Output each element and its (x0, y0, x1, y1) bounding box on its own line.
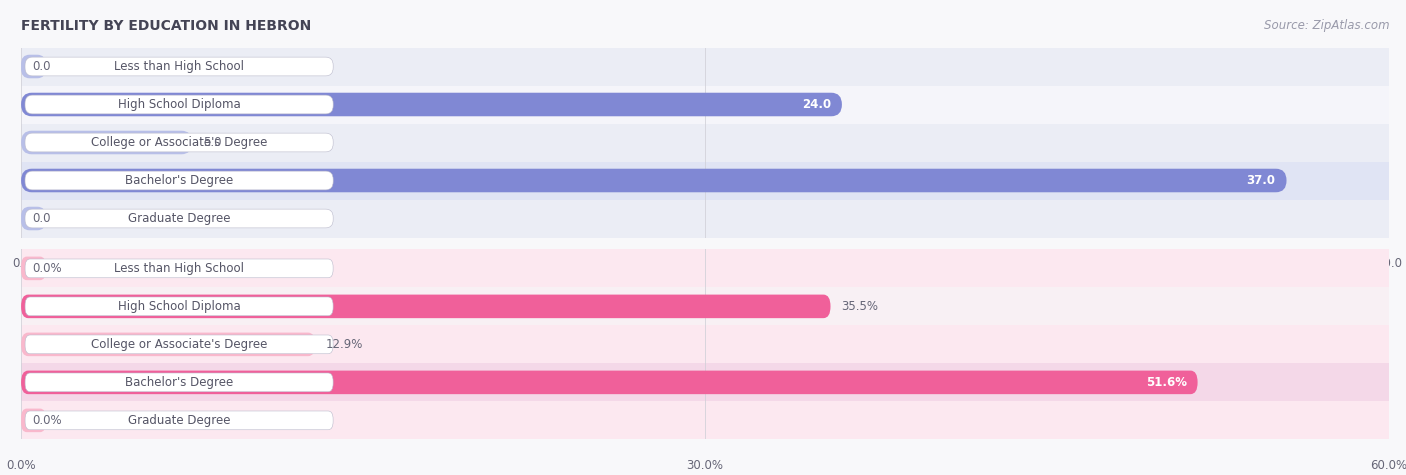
Bar (21, 363, 1389, 401)
FancyBboxPatch shape (25, 57, 333, 76)
Text: Bachelor's Degree: Bachelor's Degree (125, 376, 233, 389)
Bar (21, 86, 1389, 124)
Text: Less than High School: Less than High School (114, 60, 245, 73)
Bar (21, 200, 1389, 238)
Text: College or Associate's Degree: College or Associate's Degree (91, 338, 267, 351)
Text: Graduate Degree: Graduate Degree (128, 212, 231, 225)
Text: 35.5%: 35.5% (841, 300, 879, 313)
FancyBboxPatch shape (21, 131, 193, 154)
FancyBboxPatch shape (25, 373, 333, 392)
Text: High School Diploma: High School Diploma (118, 98, 240, 111)
Text: 0.0: 0.0 (32, 212, 51, 225)
FancyBboxPatch shape (25, 209, 333, 228)
FancyBboxPatch shape (25, 259, 333, 278)
Bar (21, 124, 1389, 162)
Text: 0.0%: 0.0% (32, 262, 62, 275)
Bar (21, 325, 1389, 363)
FancyBboxPatch shape (25, 335, 333, 354)
Text: 0.0%: 0.0% (32, 414, 62, 427)
Text: Graduate Degree: Graduate Degree (128, 414, 231, 427)
FancyBboxPatch shape (25, 95, 333, 114)
Text: Bachelor's Degree: Bachelor's Degree (125, 174, 233, 187)
Text: Source: ZipAtlas.com: Source: ZipAtlas.com (1264, 19, 1389, 32)
Text: 24.0: 24.0 (801, 98, 831, 111)
FancyBboxPatch shape (21, 55, 46, 78)
FancyBboxPatch shape (21, 169, 1286, 192)
Text: FERTILITY BY EDUCATION IN HEBRON: FERTILITY BY EDUCATION IN HEBRON (21, 19, 311, 33)
FancyBboxPatch shape (21, 332, 315, 356)
FancyBboxPatch shape (21, 207, 46, 230)
Text: High School Diploma: High School Diploma (118, 300, 240, 313)
Bar (21, 48, 1389, 86)
FancyBboxPatch shape (25, 411, 333, 430)
Text: Less than High School: Less than High School (114, 262, 245, 275)
FancyBboxPatch shape (21, 370, 1198, 394)
Bar (21, 401, 1389, 439)
FancyBboxPatch shape (21, 408, 46, 432)
Text: 0.0: 0.0 (32, 60, 51, 73)
Bar (21, 287, 1389, 325)
Bar (21, 162, 1389, 199)
FancyBboxPatch shape (21, 93, 842, 116)
Text: 12.9%: 12.9% (326, 338, 364, 351)
FancyBboxPatch shape (21, 256, 46, 280)
FancyBboxPatch shape (21, 294, 831, 318)
Text: 5.0: 5.0 (202, 136, 222, 149)
FancyBboxPatch shape (25, 133, 333, 152)
Bar (21, 249, 1389, 287)
FancyBboxPatch shape (25, 297, 333, 316)
FancyBboxPatch shape (25, 171, 333, 190)
Text: College or Associate's Degree: College or Associate's Degree (91, 136, 267, 149)
Text: 51.6%: 51.6% (1146, 376, 1187, 389)
Text: 37.0: 37.0 (1247, 174, 1275, 187)
